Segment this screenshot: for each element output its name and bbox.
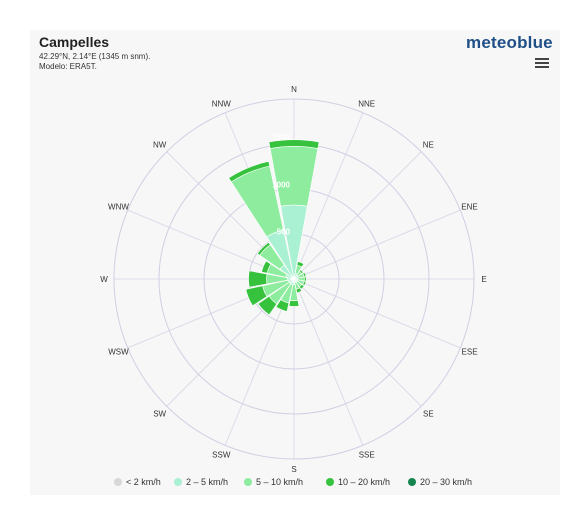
wind-petals: [228, 139, 320, 316]
legend-item[interactable]: 5 – 10 km/h: [244, 477, 303, 487]
direction-label: NE: [423, 141, 434, 150]
petal-segment: [268, 139, 320, 149]
petal-segment: [303, 276, 307, 282]
brand-logo[interactable]: meteoblue: [466, 33, 553, 52]
direction-labels: N NNE NE ENE E ESE SE SSE S SSW SW WSW W WNW NW NNW: [100, 85, 486, 474]
direction-label: SSW: [212, 451, 231, 460]
petal-segment: [296, 261, 305, 268]
legend-swatch: [174, 478, 182, 486]
legend-swatch: [326, 478, 334, 486]
direction-label: NW: [153, 141, 167, 150]
petal-segment: [257, 295, 278, 316]
petal-segment: [288, 300, 300, 307]
petal-segment: [228, 161, 271, 183]
petal-segment: [261, 260, 272, 274]
direction-label: NNW: [212, 99, 232, 108]
direction-label: WSW: [108, 348, 129, 357]
legend-label: 2 – 5 km/h: [186, 477, 228, 487]
legend-item[interactable]: 10 – 20 km/h: [326, 477, 390, 487]
petal-segment: [302, 280, 307, 287]
legend-label: 20 – 30 km/h: [420, 477, 472, 487]
petal-segment: [256, 241, 271, 256]
legend-item[interactable]: 20 – 30 km/h: [408, 477, 472, 487]
petal-segment: [298, 283, 305, 290]
model-label: Modelo: ERA5T.: [39, 62, 97, 71]
petal-segment: [302, 271, 307, 278]
petal-segment: [269, 146, 319, 207]
direction-label: W: [100, 275, 108, 284]
radial-tick-label: 0: [291, 275, 296, 284]
legend-label: 10 – 20 km/h: [338, 477, 390, 487]
location-title: Campelles: [39, 34, 110, 50]
location-coordinates: 42.29°N, 2.14°E (1345 m snm).: [39, 52, 151, 61]
legend-swatch: [408, 478, 416, 486]
direction-label: NNE: [358, 99, 375, 108]
polar-grid: [113, 98, 475, 460]
legend-label: < 2 km/h: [126, 477, 161, 487]
legend-swatch: [114, 478, 122, 486]
direction-label: ESE: [462, 348, 478, 357]
radial-tick-label: 1500: [272, 133, 290, 142]
legend-item[interactable]: < 2 km/h: [114, 477, 161, 487]
direction-label: SW: [153, 409, 166, 418]
petal-segment: [295, 287, 303, 294]
direction-label: SSE: [359, 451, 375, 460]
petal-segment: [245, 285, 268, 307]
direction-label: WNW: [108, 202, 129, 211]
direction-label: N: [291, 85, 297, 94]
petal-segment: [275, 299, 290, 312]
petal-segment: [298, 269, 304, 275]
direction-label: SE: [423, 409, 434, 418]
radial-labels: 500 1000 1500 0: [272, 133, 296, 284]
direction-label: ENE: [461, 202, 477, 211]
direction-label: S: [291, 465, 296, 474]
legend-swatch: [244, 478, 252, 486]
menu-icon[interactable]: [535, 56, 549, 70]
grid-ring: [113, 98, 475, 460]
legend: < 2 km/h 2 – 5 km/h 5 – 10 km/h 10 – 20 km/…: [114, 477, 472, 487]
legend-item[interactable]: 2 – 5 km/h: [174, 477, 228, 487]
petal-segment: [248, 270, 268, 288]
radial-tick-label: 1000: [272, 180, 290, 189]
direction-label: E: [481, 275, 486, 284]
radial-tick-label: 500: [277, 228, 291, 237]
legend-label: 5 – 10 km/h: [256, 477, 303, 487]
